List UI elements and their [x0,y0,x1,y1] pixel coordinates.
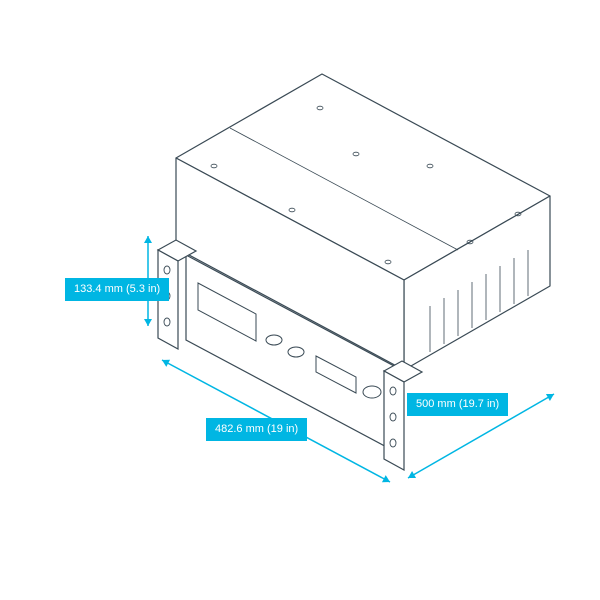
dim-depth-mm: 500 mm [416,398,456,410]
dimension-label-depth: 500 mm (19.7 in) [407,393,508,416]
dimension-label-height: 133.4 mm (5.3 in) [65,278,169,301]
dim-height-in: (5.3 in) [126,283,160,295]
dimension-label-width: 482.6 mm (19 in) [206,418,307,441]
dim-width-mm: 482.6 mm [215,423,264,435]
dim-depth-in: (19.7 in) [459,398,499,410]
dim-width-in: (19 in) [267,423,298,435]
dim-height-mm: 133.4 mm [74,283,123,295]
diagram-stage: 133.4 mm (5.3 in) 482.6 mm (19 in) 500 m… [0,0,600,600]
